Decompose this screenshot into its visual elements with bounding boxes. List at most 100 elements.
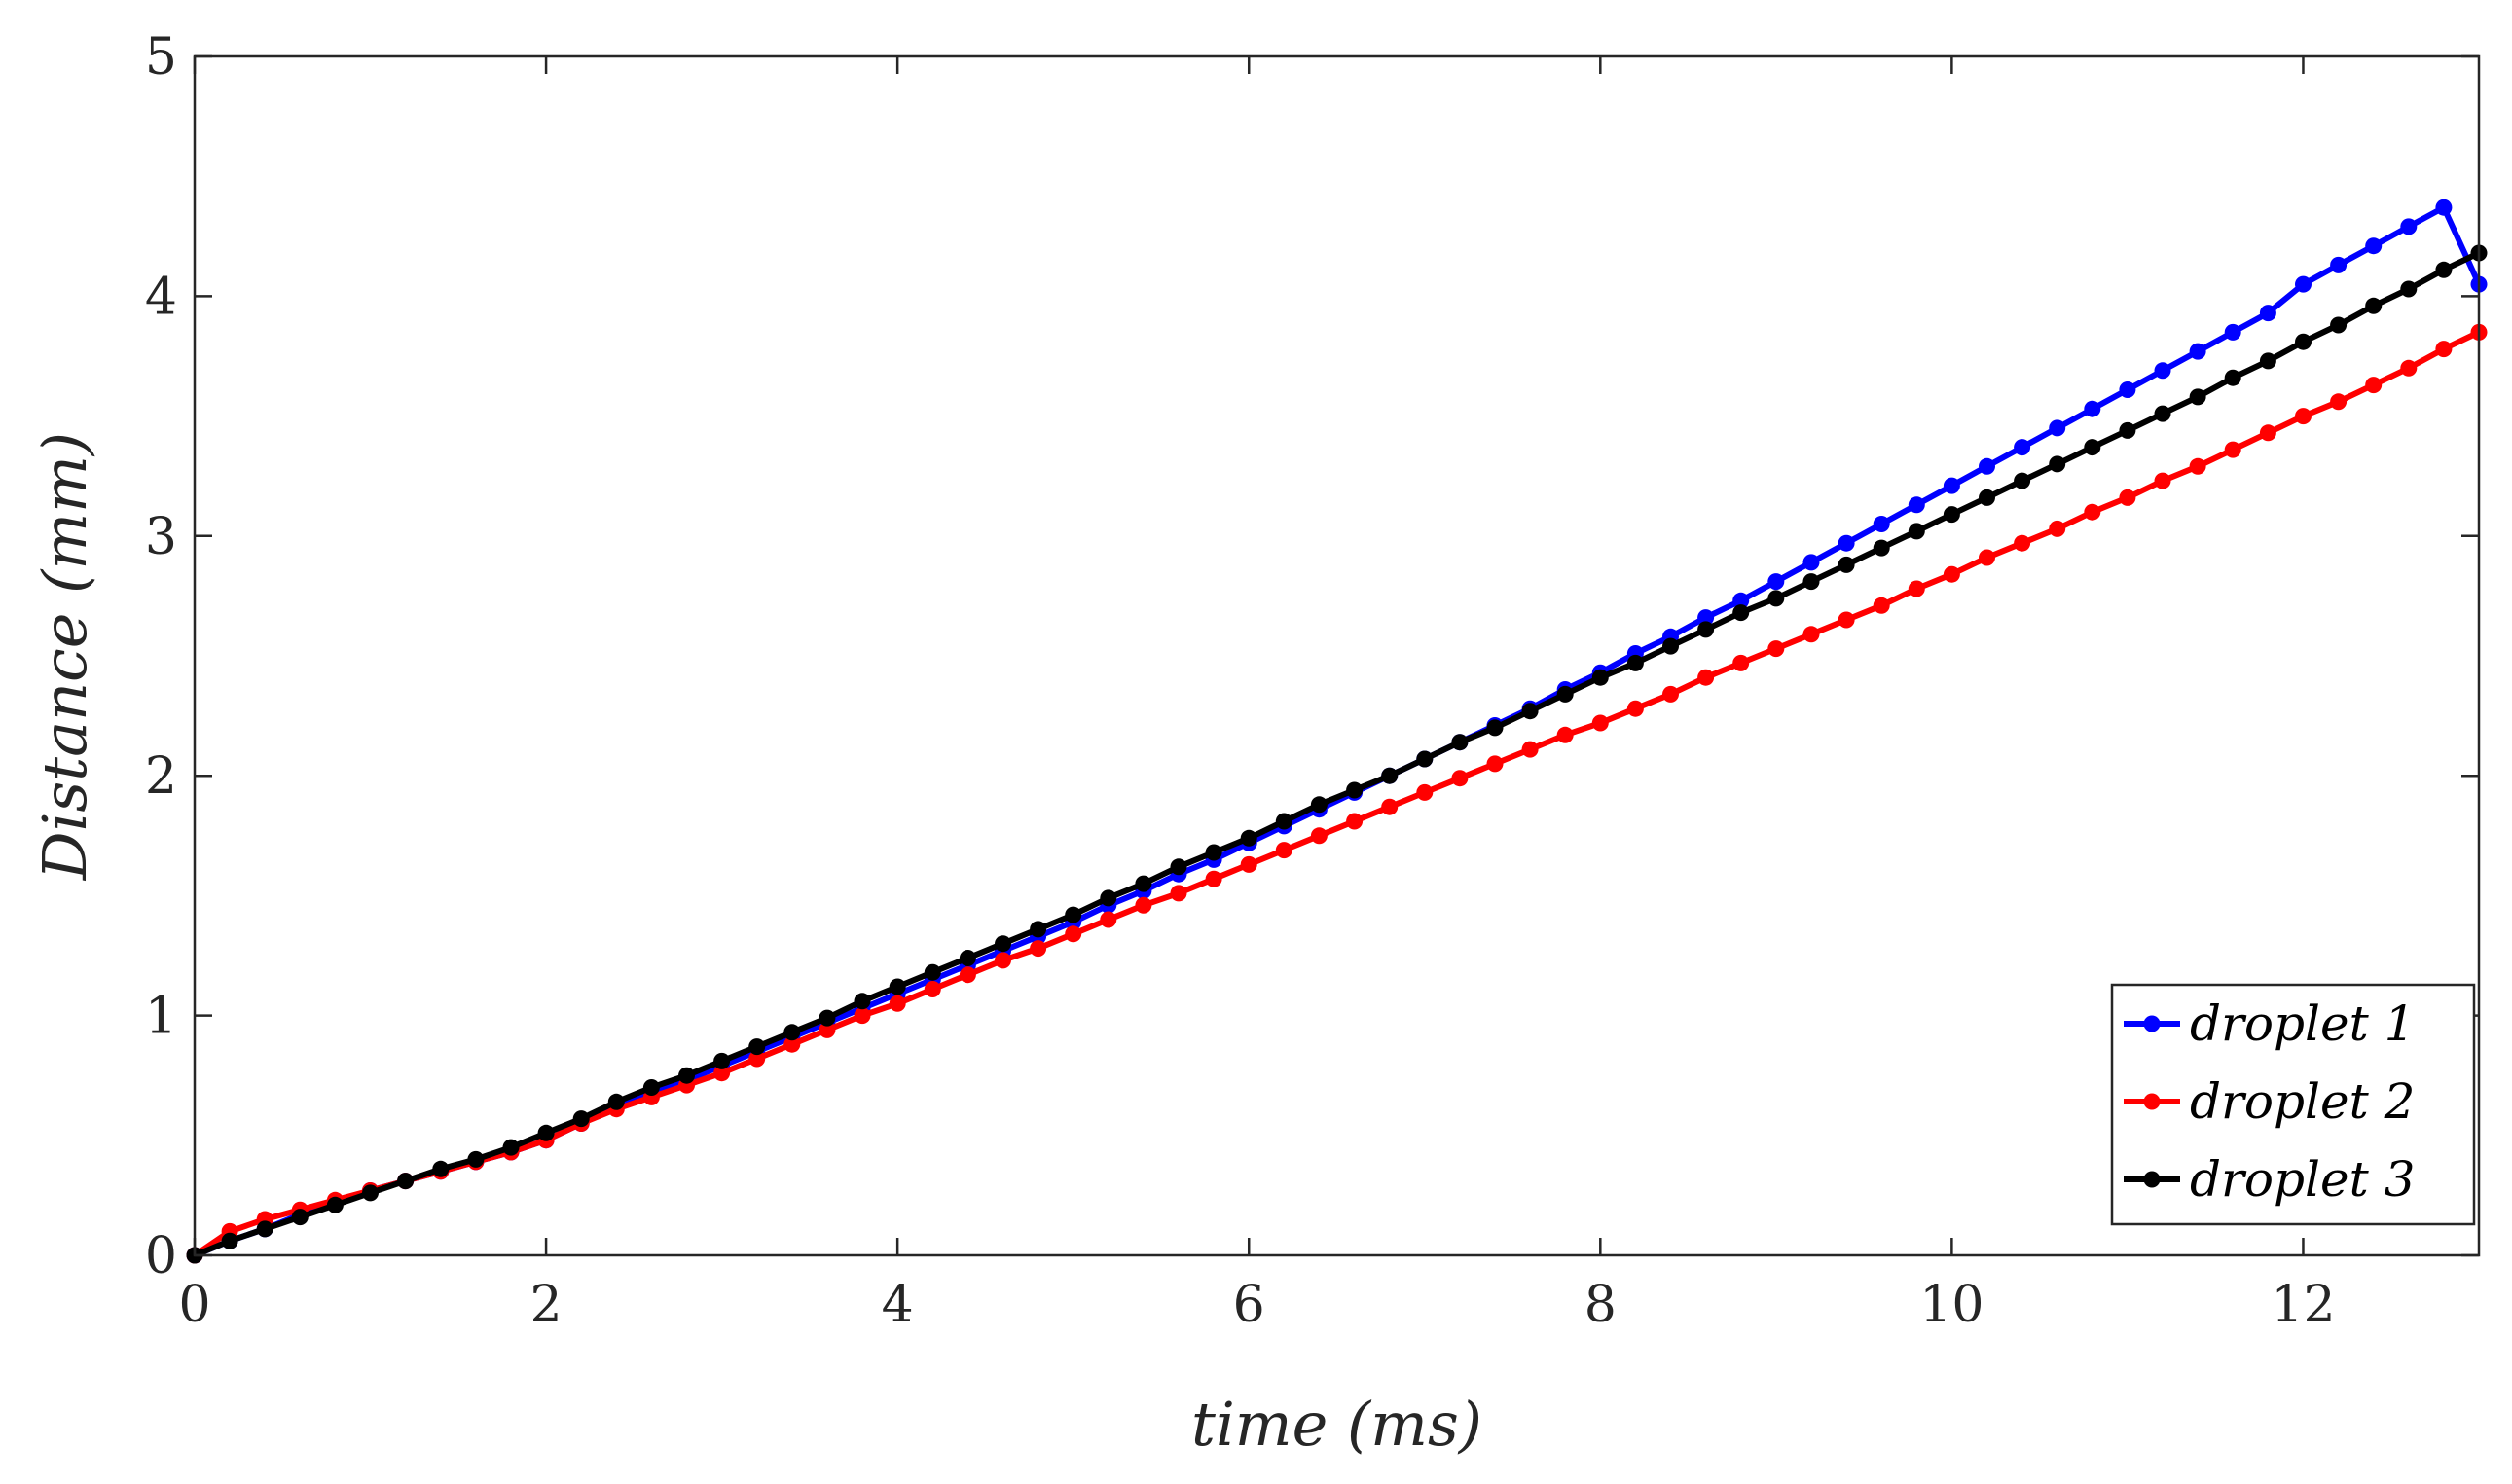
data-point [1100,889,1117,907]
data-point [1381,798,1399,815]
data-point [1767,573,1785,591]
data-point [1697,609,1715,627]
data-point [1451,770,1469,787]
data-point [1767,590,1785,607]
data-point [1100,911,1117,928]
data-point [1908,580,1925,597]
x-tick-label: 0 [178,1276,210,1334]
data-point [1275,842,1292,859]
data-point [819,1009,836,1027]
y-tick-label: 0 [145,1227,177,1285]
data-point [1732,654,1750,671]
data-point [1030,940,1047,958]
data-point [2400,280,2418,298]
data-point [607,1093,625,1110]
data-point [1346,813,1364,830]
legend-swatch-marker [2143,1093,2161,1110]
data-point [819,1021,836,1038]
data-point [2119,381,2136,398]
data-point [1275,813,1292,830]
data-point [2014,534,2031,552]
data-point [1873,597,1890,614]
y-tick-label: 5 [145,28,177,87]
data-point [1908,496,1925,514]
data-point [572,1110,590,1128]
data-point [2049,520,2066,537]
data-point [854,1007,871,1025]
data-point [1802,573,1820,591]
data-point [1732,604,1750,622]
data-point [2330,256,2348,273]
data-point [783,1024,801,1041]
data-point [537,1124,555,1141]
legend-item-3: droplet 3 [2124,1151,2415,1208]
data-point [1486,755,1504,773]
data-point [1838,534,1855,552]
data-point [1416,783,1434,801]
data-point [1205,870,1222,887]
data-point [2224,369,2241,386]
data-point [221,1232,238,1249]
data-point [1979,489,1995,506]
data-point [2365,237,2383,255]
x-tick-label: 8 [1584,1276,1617,1334]
data-point [1626,654,1644,671]
data-point [1943,477,1960,494]
data-point [2435,341,2453,358]
legend-item-1: droplet 1 [2124,995,2415,1052]
data-point [678,1067,695,1084]
data-point [2435,199,2453,216]
data-point [2154,405,2171,422]
data-point [2084,503,2101,521]
data-point [889,978,906,995]
data-point [1697,669,1715,686]
data-point [2259,305,2276,322]
data-point [1662,685,1679,703]
data-point [2400,359,2418,377]
data-point [1802,554,1820,571]
data-point [2259,424,2276,442]
legend-label: droplet 2 [2190,1073,2415,1130]
legend-label: droplet 3 [2190,1151,2415,1208]
series-layer [186,199,2488,1264]
data-point [397,1173,415,1190]
data-point [2049,455,2066,473]
data-point [713,1065,731,1082]
data-point [1556,726,1574,743]
data-point [2259,352,2276,370]
data-point [1838,556,1855,573]
data-point [1240,829,1257,847]
data-point [2084,439,2101,456]
data-point [1591,714,1609,732]
data-point [2049,419,2066,437]
data-point [1065,925,1082,943]
data-point [432,1160,450,1177]
data-point [1979,549,1995,566]
data-point [2189,343,2206,360]
plot-frame [193,54,2481,1257]
data-point [889,995,906,1012]
data-point [2189,388,2206,406]
data-point [1943,506,1960,524]
x-tick-label: 10 [1919,1276,1984,1334]
data-point [1381,767,1399,784]
data-point [959,950,976,966]
data-point [1979,457,1995,475]
data-point [1873,516,1890,532]
data-point [1310,796,1328,814]
data-point [1626,700,1644,717]
y-tick-label: 4 [145,268,177,326]
data-point [2084,400,2101,417]
data-point [1486,719,1504,737]
data-point [326,1196,344,1213]
y-tick-label: 1 [145,988,177,1046]
data-point [2224,441,2241,458]
data-point [2295,333,2312,350]
data-point [924,963,941,981]
data-point [2330,316,2348,334]
data-point [2119,489,2136,506]
data-point [995,935,1011,953]
x-tick-label: 6 [1233,1276,1265,1334]
x-tick-label: 2 [530,1276,563,1334]
